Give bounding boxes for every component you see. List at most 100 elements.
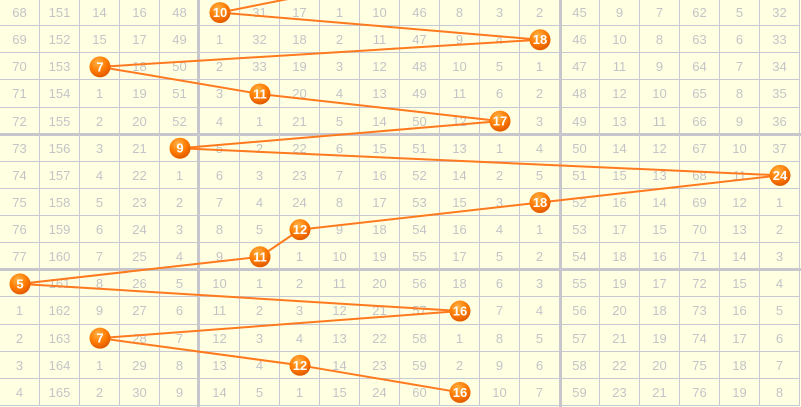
table-cell: 58: [400, 324, 440, 352]
table-cell: 9: [320, 216, 360, 244]
table-cell: 34: [760, 53, 800, 81]
table-cell: 22: [360, 324, 400, 352]
table-cell: 14: [200, 378, 240, 406]
table-cell: 68: [0, 0, 40, 27]
table-cell: 1: [760, 188, 800, 217]
table-cell: 4: [480, 26, 520, 54]
table-cell: 63: [680, 26, 720, 54]
table-cell: 14: [600, 134, 640, 162]
table-cell: 15: [720, 270, 760, 298]
table-cell: [200, 0, 240, 27]
table-cell: 32: [240, 26, 280, 54]
ball-circle: [249, 246, 271, 268]
table-cell: 9: [480, 351, 520, 379]
table-cell: [440, 297, 480, 325]
table-cell: 5: [480, 53, 520, 81]
table-cell: 48: [400, 53, 440, 81]
table-cell: 4: [320, 80, 360, 108]
table-cell: 6: [320, 134, 360, 162]
ball-circle: [89, 327, 111, 349]
table-cell: 8: [200, 216, 240, 244]
table-cell: 18: [440, 270, 480, 298]
table-cell: 19: [720, 378, 760, 406]
ball-number: 12: [293, 222, 307, 237]
table-cell: 22: [280, 134, 320, 162]
table-cell: 5: [240, 378, 280, 406]
ball-circle: [529, 192, 551, 213]
table-cell: 26: [120, 270, 160, 298]
ball-number: 11: [253, 86, 267, 101]
table-cell: [280, 351, 320, 379]
table-cell: 4: [0, 378, 40, 406]
table-cell: 7: [760, 351, 800, 379]
table-cell: 12: [640, 134, 680, 162]
table-cell: 18: [720, 351, 760, 379]
table-cell: 1: [80, 80, 120, 108]
table-cell: 4: [280, 324, 320, 352]
highlighted-number-ball: 5: [9, 273, 31, 295]
table-cell: 164: [40, 351, 80, 379]
table-cell: 69: [680, 188, 720, 217]
table-cell: 2: [480, 161, 520, 189]
table-cell: 12: [600, 80, 640, 108]
table-cell: 47: [400, 26, 440, 54]
table-cell: 24: [360, 378, 400, 406]
trend-line-segment: [99, 38, 541, 68]
table-cell: 17: [600, 216, 640, 244]
highlighted-number-ball: 18: [529, 29, 551, 51]
table-cell: 8: [760, 378, 800, 406]
table-cell: 33: [240, 53, 280, 81]
table-cell: 3: [480, 188, 520, 217]
table-cell: 19: [600, 270, 640, 298]
table-cell: 162: [40, 297, 80, 325]
table-cell: 32: [760, 0, 800, 27]
table-cell: 8: [640, 26, 680, 54]
highlighted-number-ball: 11: [249, 83, 271, 105]
table-cell: 15: [640, 216, 680, 244]
table-cell: 70: [0, 53, 40, 81]
trend-line-segment: [99, 310, 461, 340]
table-cell: 2: [280, 270, 320, 298]
table-cell: 13: [320, 324, 360, 352]
ball-circle: [769, 164, 791, 186]
table-cell: 70: [680, 216, 720, 244]
table-cell: [80, 53, 120, 81]
table-cell: 19: [120, 80, 160, 108]
ball-number: 18: [533, 32, 547, 47]
table-cell: 4: [760, 270, 800, 298]
table-cell: 5: [80, 188, 120, 217]
table-cell: 7: [480, 297, 520, 325]
trend-line-segment: [19, 282, 461, 313]
ball-number: 11: [253, 249, 267, 264]
table-cell: 33: [760, 26, 800, 54]
table-cell: 30: [120, 378, 160, 406]
table-cell: 76: [0, 216, 40, 244]
table-cell: 45: [560, 0, 600, 27]
ball-circle: [289, 219, 311, 241]
table-cell: 14: [440, 161, 480, 189]
ball-circle: [449, 381, 471, 403]
table-cell: 17: [120, 26, 160, 54]
trend-line-segment: [179, 147, 781, 177]
table-cell: 49: [400, 80, 440, 108]
table-cell: 18: [120, 53, 160, 81]
table-cell: 1: [0, 297, 40, 325]
table-cell: 22: [120, 161, 160, 189]
table-cell: 1: [320, 0, 360, 27]
table-cell: 153: [40, 53, 80, 81]
ball-circle: [89, 56, 111, 78]
table-cell: 46: [560, 26, 600, 54]
ball-number: 18: [533, 195, 547, 210]
table-cell: 15: [600, 161, 640, 189]
table-cell: 56: [560, 297, 600, 325]
table-cell: 58: [560, 351, 600, 379]
table-cell: 1: [200, 26, 240, 54]
table-cell: 20: [600, 297, 640, 325]
table-cell: 16: [600, 188, 640, 217]
table-cell: 24: [120, 216, 160, 244]
table-cell: 74: [680, 324, 720, 352]
highlighted-number-ball: 11: [249, 246, 271, 268]
table-cell: 7: [320, 161, 360, 189]
table-cell: 59: [560, 378, 600, 406]
